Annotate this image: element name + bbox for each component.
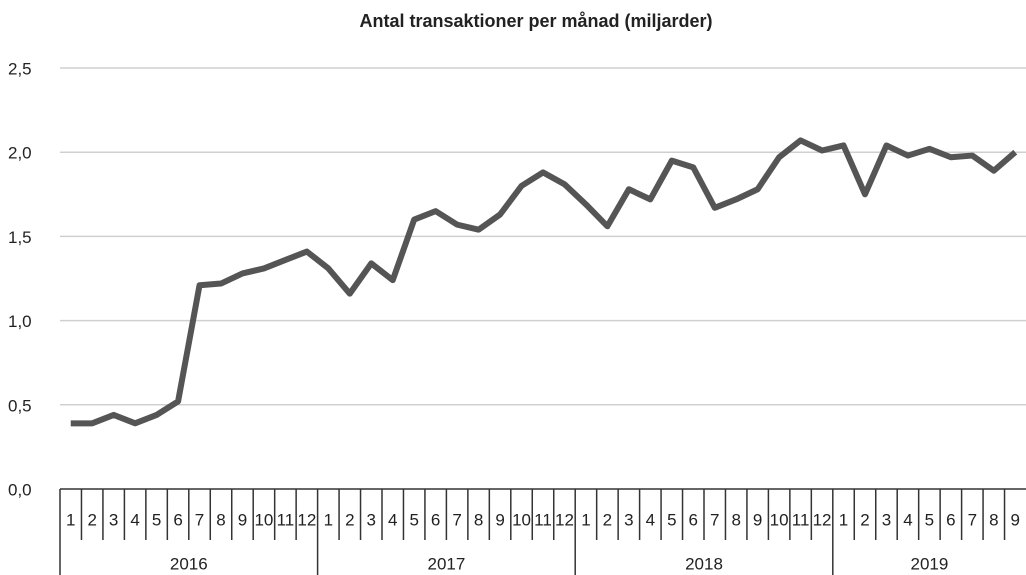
x-tick-label: 6 [173,510,182,529]
chart-title: Antal transaktioner per månad (miljarder… [359,11,712,31]
x-tick-label: 6 [431,510,440,529]
x-tick-label: 8 [731,510,740,529]
x-tick-label: 4 [130,510,139,529]
y-tick-label: 2,5 [8,59,32,78]
x-group-label: 2018 [685,554,723,573]
x-tick-label: 3 [109,510,118,529]
x-tick-label: 5 [667,510,676,529]
x-group-label: 2019 [910,554,948,573]
x-tick-label: 1 [66,510,75,529]
x-tick-label: 8 [474,510,483,529]
y-tick-label: 2,0 [8,144,32,163]
x-tick-label: 11 [792,510,810,529]
x-tick-label: 12 [813,510,832,529]
x-tick-label: 10 [770,510,789,529]
x-tick-label: 12 [555,510,574,529]
x-tick-label: 7 [452,510,461,529]
x-tick-label: 1 [581,510,590,529]
y-tick-label: 0,5 [8,396,32,415]
x-tick-label: 9 [753,510,762,529]
y-tick-label: 0,0 [8,480,32,499]
x-tick-label: 1 [839,510,848,529]
x-tick-label: 10 [254,510,273,529]
x-group-label: 2016 [170,554,208,573]
x-tick-label: 8 [989,510,998,529]
x-tick-label: 11 [534,510,552,529]
x-group-label: 2017 [427,554,465,573]
x-tick-label: 7 [195,510,204,529]
x-tick-label: 5 [925,510,934,529]
x-tick-label: 2 [87,510,96,529]
x-tick-label: 2 [345,510,354,529]
x-tick-label: 3 [624,510,633,529]
x-tick-label: 4 [903,510,912,529]
x-tick-label: 5 [152,510,161,529]
x-tick-label: 12 [297,510,316,529]
x-tick-label: 5 [409,510,418,529]
x-tick-label: 7 [710,510,719,529]
x-tick-label: 2 [860,510,869,529]
x-tick-label: 3 [882,510,891,529]
line-series [70,137,1018,427]
x-tick-label: 7 [968,510,977,529]
x-tick-label: 8 [216,510,225,529]
x-tick-label: 11 [277,510,295,529]
x-tick-label: 10 [512,510,531,529]
y-tick-label: 1,0 [8,312,32,331]
x-tick-label: 4 [388,510,397,529]
x-tick-label: 6 [689,510,698,529]
x-tick-label: 2 [603,510,612,529]
x-tick-label: 9 [238,510,247,529]
x-tick-label: 6 [946,510,955,529]
x-tick-label: 3 [367,510,376,529]
x-tick-label: 4 [646,510,655,529]
x-tick-label: 9 [1011,510,1020,529]
x-tick-label: 9 [495,510,504,529]
x-tick-label: 1 [324,510,333,529]
y-tick-label: 1,5 [8,228,32,247]
